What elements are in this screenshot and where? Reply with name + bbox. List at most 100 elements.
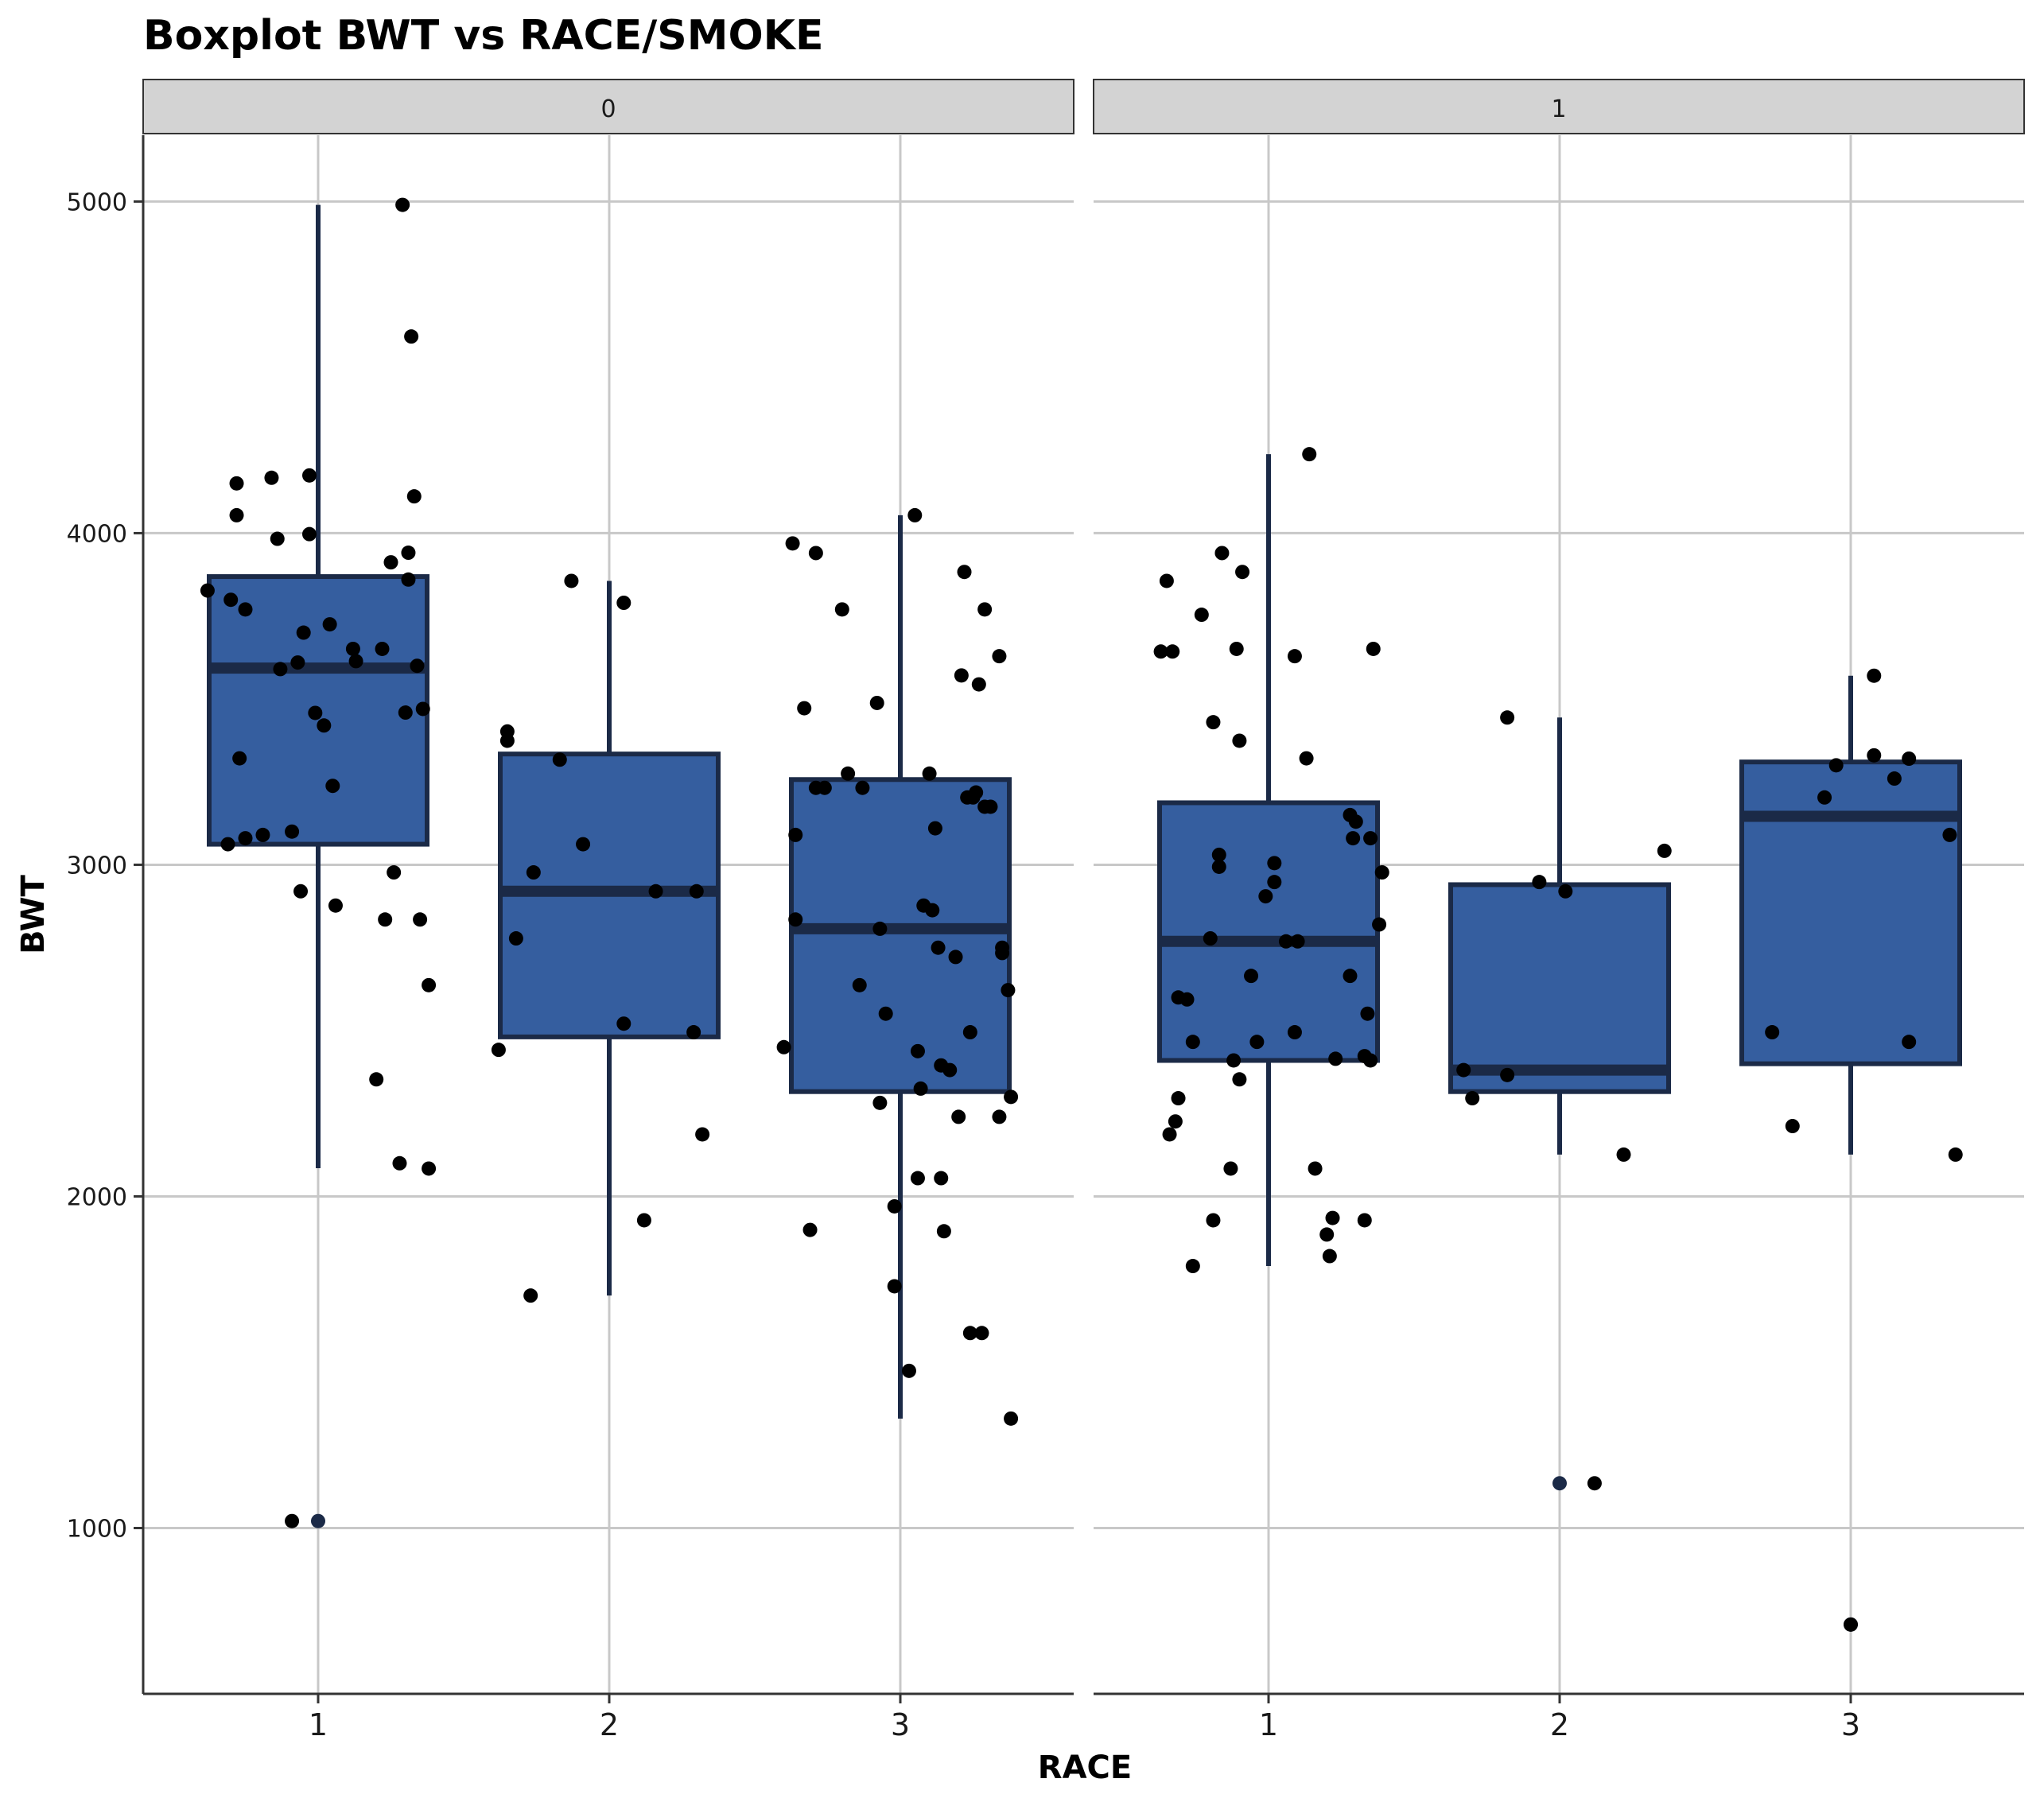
jitter-point <box>223 592 239 608</box>
jitter-point <box>1179 992 1195 1007</box>
jitter-point <box>992 649 1007 664</box>
jitter-point <box>1500 1067 1515 1082</box>
jitter-point <box>325 779 340 794</box>
jitter-point <box>1267 856 1282 871</box>
jitter-point <box>636 1213 651 1228</box>
jitter-point <box>523 1288 538 1303</box>
y-tick-label: 5000 <box>67 188 127 216</box>
jitter-point <box>232 751 247 766</box>
jitter-point <box>802 1222 818 1237</box>
y-tick-label: 4000 <box>67 520 127 548</box>
y-axis-title: BWT <box>15 874 52 953</box>
jitter-point <box>925 903 940 918</box>
jitter-point <box>1214 546 1230 561</box>
box-race-2 <box>1448 710 1672 1491</box>
facet-strip-label: 1 <box>1551 95 1566 123</box>
jitter-point <box>1232 733 1247 748</box>
jitter-point <box>1942 827 1957 842</box>
jitter-point <box>1244 969 1259 984</box>
jitter-point <box>785 536 800 551</box>
y-tick-label: 1000 <box>67 1515 127 1543</box>
jitter-point <box>913 1081 928 1096</box>
jitter-point <box>1343 969 1358 984</box>
jitter-point <box>992 1109 1007 1124</box>
facet-panels: 0 1 2 3 1000 2000 3000 4000 5000 1 1 2 3 <box>67 79 2025 1742</box>
jitter-point <box>1004 1411 1019 1426</box>
jitter-point <box>1001 983 1016 998</box>
jitter-point <box>1302 447 1317 462</box>
box-race-3 <box>1739 668 1963 1632</box>
jitter-point <box>1765 1025 1780 1040</box>
jitter-point <box>1328 1051 1343 1066</box>
jitter-point <box>1267 875 1282 890</box>
jitter-point <box>852 977 867 992</box>
jitter-point <box>1249 1035 1265 1050</box>
jitter-point <box>1211 847 1226 862</box>
jitter-point <box>1258 889 1273 904</box>
jitter-point <box>1203 931 1218 946</box>
jitter-point <box>1290 934 1305 949</box>
jitter-point <box>817 780 832 795</box>
jitter-point <box>910 1043 925 1058</box>
jitter-point <box>1902 1035 1917 1050</box>
jitter-point <box>285 824 300 839</box>
jitter-point <box>375 641 390 656</box>
jitter-point <box>995 946 1010 961</box>
jitter-point <box>1185 1259 1200 1274</box>
jitter-point <box>788 827 803 842</box>
jitter-point <box>1346 831 1361 846</box>
jitter-point <box>387 865 402 880</box>
jitter-point <box>855 780 870 795</box>
jitter-point <box>1278 934 1293 949</box>
jitter-point <box>869 695 884 710</box>
jitter-point <box>576 837 591 852</box>
jitter-point <box>369 1072 384 1087</box>
jitter-point <box>931 940 946 955</box>
jitter-point <box>1165 644 1180 659</box>
jitter-point <box>808 546 823 561</box>
jitter-point <box>1319 1227 1335 1242</box>
jitter-point <box>1322 1249 1337 1264</box>
jitter-point <box>422 1161 437 1176</box>
jitter-point <box>200 583 215 598</box>
x-tick-label: 2 <box>1550 1707 1569 1742</box>
x-tick-label: 2 <box>600 1707 619 1742</box>
jitter-point <box>942 1062 958 1078</box>
jitter-point <box>410 658 425 674</box>
jitter-point <box>526 865 541 880</box>
jitter-point <box>834 602 849 617</box>
chart-title: Boxplot BWT vs RACE/SMOKE <box>143 12 824 60</box>
jitter-point <box>1287 649 1302 664</box>
y-tick-label: 2000 <box>67 1183 127 1211</box>
jitter-point <box>302 468 317 483</box>
jitter-point <box>1223 1161 1238 1176</box>
jitter-point <box>401 572 416 587</box>
jitter-point <box>1194 608 1209 623</box>
jitter-point <box>1348 814 1363 829</box>
jitter-point <box>285 1513 300 1528</box>
box-iqr <box>789 777 1012 1094</box>
box-iqr <box>1157 800 1380 1063</box>
jitter-point <box>1465 1091 1480 1106</box>
x-tick-label: 1 <box>309 1707 328 1742</box>
jitter-point <box>951 1109 966 1124</box>
outlier-point <box>311 1513 325 1528</box>
jitter-point <box>1171 1091 1186 1106</box>
jitter-point <box>290 655 305 670</box>
jitter-point <box>1153 644 1168 659</box>
jitter-point <box>1948 1147 1963 1162</box>
box-iqr <box>1739 759 1962 1066</box>
jitter-point <box>1902 751 1917 766</box>
jitter-point <box>422 977 437 992</box>
jitter-point <box>1287 1025 1302 1040</box>
jitter-point <box>1360 1006 1375 1021</box>
jitter-point <box>1299 751 1314 766</box>
jitter-point <box>1308 1161 1323 1176</box>
jitter-point <box>404 329 419 344</box>
jitter-point <box>1004 1089 1019 1105</box>
jitter-point <box>1887 771 1902 786</box>
panel-smoke-1: 1 1 2 3 <box>1093 79 2025 1742</box>
jitter-point <box>934 1171 949 1186</box>
jitter-point <box>616 1016 631 1031</box>
jitter-point <box>901 1363 916 1378</box>
